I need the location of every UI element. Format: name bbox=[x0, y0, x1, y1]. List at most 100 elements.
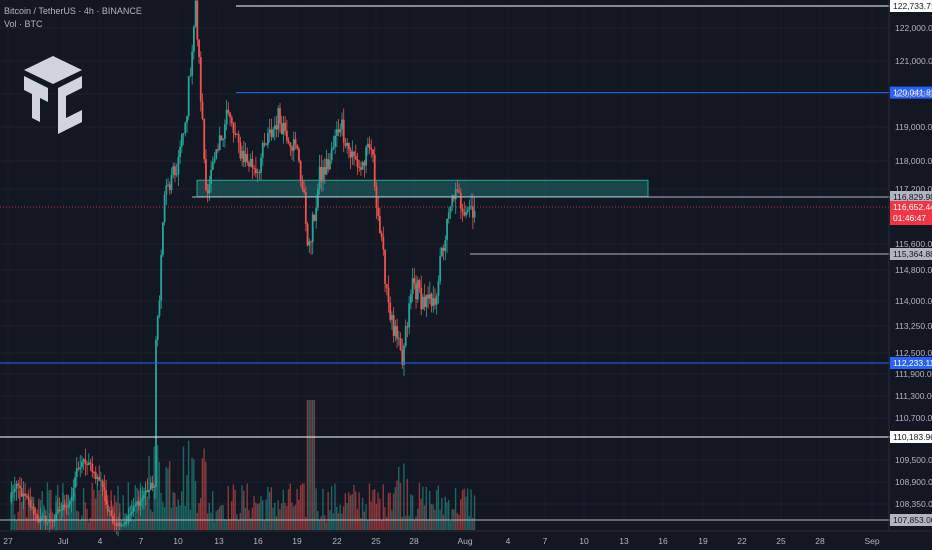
candle-body[interactable] bbox=[206, 190, 209, 194]
candle-body[interactable] bbox=[277, 108, 280, 130]
candle-body[interactable] bbox=[351, 151, 354, 158]
candle-body[interactable] bbox=[115, 524, 118, 527]
candle-body[interactable] bbox=[384, 249, 386, 284]
candle-body[interactable] bbox=[153, 486, 156, 488]
candle-body[interactable] bbox=[136, 501, 138, 505]
candle-body[interactable] bbox=[191, 51, 194, 76]
candle-body[interactable] bbox=[401, 350, 404, 365]
candle-body[interactable] bbox=[158, 300, 161, 317]
candle-body[interactable] bbox=[148, 489, 151, 493]
candle-body[interactable] bbox=[189, 75, 192, 77]
candle-body[interactable] bbox=[208, 184, 211, 194]
candle-body[interactable] bbox=[12, 492, 14, 493]
candle-body[interactable] bbox=[75, 468, 78, 478]
candle-body[interactable] bbox=[344, 142, 347, 147]
candle-body[interactable] bbox=[409, 293, 412, 304]
candle-body[interactable] bbox=[263, 143, 266, 145]
candle-body[interactable] bbox=[29, 499, 32, 508]
candle-body[interactable] bbox=[435, 295, 438, 305]
candle-body[interactable] bbox=[129, 514, 132, 516]
candle-body[interactable] bbox=[146, 490, 149, 493]
candle-body[interactable] bbox=[24, 493, 27, 496]
candle-body[interactable] bbox=[227, 109, 230, 113]
candle-body[interactable] bbox=[382, 236, 385, 250]
candle-body[interactable] bbox=[349, 149, 352, 158]
candle-body[interactable] bbox=[170, 174, 173, 191]
candle-body[interactable] bbox=[186, 116, 188, 123]
candle-body[interactable] bbox=[203, 118, 206, 160]
candle-body[interactable] bbox=[249, 158, 252, 167]
candle-body[interactable] bbox=[466, 209, 469, 212]
candle-body[interactable] bbox=[408, 303, 411, 328]
candle-body[interactable] bbox=[471, 206, 474, 218]
candle-body[interactable] bbox=[130, 511, 133, 515]
candle-body[interactable] bbox=[101, 480, 104, 488]
candle-body[interactable] bbox=[335, 129, 338, 136]
candle-body[interactable] bbox=[327, 159, 330, 170]
candle-body[interactable] bbox=[225, 109, 228, 125]
candle-body[interactable] bbox=[437, 281, 440, 296]
candle-body[interactable] bbox=[353, 151, 355, 156]
candle-body[interactable] bbox=[134, 504, 137, 507]
candle-body[interactable] bbox=[447, 212, 450, 219]
candle-body[interactable] bbox=[167, 184, 169, 186]
horizontal-levels[interactable]: 122,733.71 120,041.82 116,829.98 115,364.88… bbox=[0, 0, 932, 526]
candle-body[interactable] bbox=[93, 472, 95, 473]
candle-body[interactable] bbox=[339, 128, 342, 133]
candle-body[interactable] bbox=[298, 148, 300, 162]
candle-body[interactable] bbox=[442, 247, 445, 251]
candle-body[interactable] bbox=[199, 57, 202, 102]
candle-body[interactable] bbox=[132, 506, 135, 512]
candle-body[interactable] bbox=[210, 169, 213, 185]
candle-body[interactable] bbox=[325, 159, 328, 175]
candle-body[interactable] bbox=[62, 504, 64, 511]
candle-body[interactable] bbox=[94, 472, 97, 479]
supply-demand-zone[interactable] bbox=[196, 179, 649, 198]
candle-body[interactable] bbox=[273, 125, 276, 130]
candle-body[interactable] bbox=[79, 467, 82, 470]
candle-body[interactable] bbox=[230, 117, 233, 124]
candle-body[interactable] bbox=[458, 190, 461, 193]
candle-body[interactable] bbox=[354, 155, 357, 160]
candle-body[interactable] bbox=[211, 162, 214, 170]
candle-body[interactable] bbox=[473, 211, 476, 218]
candle-body[interactable] bbox=[108, 510, 111, 512]
candle-body[interactable] bbox=[182, 133, 185, 135]
candle-body[interactable] bbox=[392, 315, 395, 336]
candle-body[interactable] bbox=[422, 296, 424, 310]
candle-body[interactable] bbox=[356, 159, 359, 168]
candle-body[interactable] bbox=[420, 287, 423, 310]
candle-body[interactable] bbox=[194, 0, 197, 27]
candle-body[interactable] bbox=[289, 142, 292, 147]
candle-body[interactable] bbox=[329, 160, 331, 170]
candle-body[interactable] bbox=[205, 159, 207, 191]
candle-body[interactable] bbox=[127, 515, 130, 522]
candle-body[interactable] bbox=[254, 168, 257, 174]
candle-body[interactable] bbox=[394, 325, 397, 336]
candle-body[interactable] bbox=[44, 515, 47, 523]
candle-body[interactable] bbox=[320, 166, 323, 182]
candle-body[interactable] bbox=[19, 485, 21, 489]
level-price-tag[interactable] bbox=[890, 431, 932, 443]
candle-body[interactable] bbox=[196, 0, 199, 40]
candle-body[interactable] bbox=[74, 477, 76, 488]
time-axis[interactable]: 27 Jul 4 7 10 13 16 19 22 25 28 Aug 4 7 10 13 16 19 22 25 28… bbox=[0, 530, 932, 546]
candle-body[interactable] bbox=[156, 316, 159, 340]
candle-body[interactable] bbox=[237, 134, 240, 143]
candle-body[interactable] bbox=[418, 280, 421, 288]
level-price-tag[interactable] bbox=[890, 0, 932, 12]
candle-body[interactable] bbox=[163, 194, 166, 223]
candlesticks[interactable] bbox=[10, 0, 476, 537]
candle-body[interactable] bbox=[260, 157, 262, 173]
candle-body[interactable] bbox=[377, 207, 380, 216]
candle-body[interactable] bbox=[149, 482, 152, 490]
candle-body[interactable] bbox=[223, 124, 226, 139]
candle-body[interactable] bbox=[451, 195, 454, 206]
candle-body[interactable] bbox=[91, 463, 94, 473]
candle-body[interactable] bbox=[241, 150, 244, 159]
candle-body[interactable] bbox=[51, 520, 54, 522]
candle-body[interactable] bbox=[406, 326, 409, 328]
candle-body[interactable] bbox=[20, 488, 23, 497]
candle-body[interactable] bbox=[373, 154, 376, 187]
